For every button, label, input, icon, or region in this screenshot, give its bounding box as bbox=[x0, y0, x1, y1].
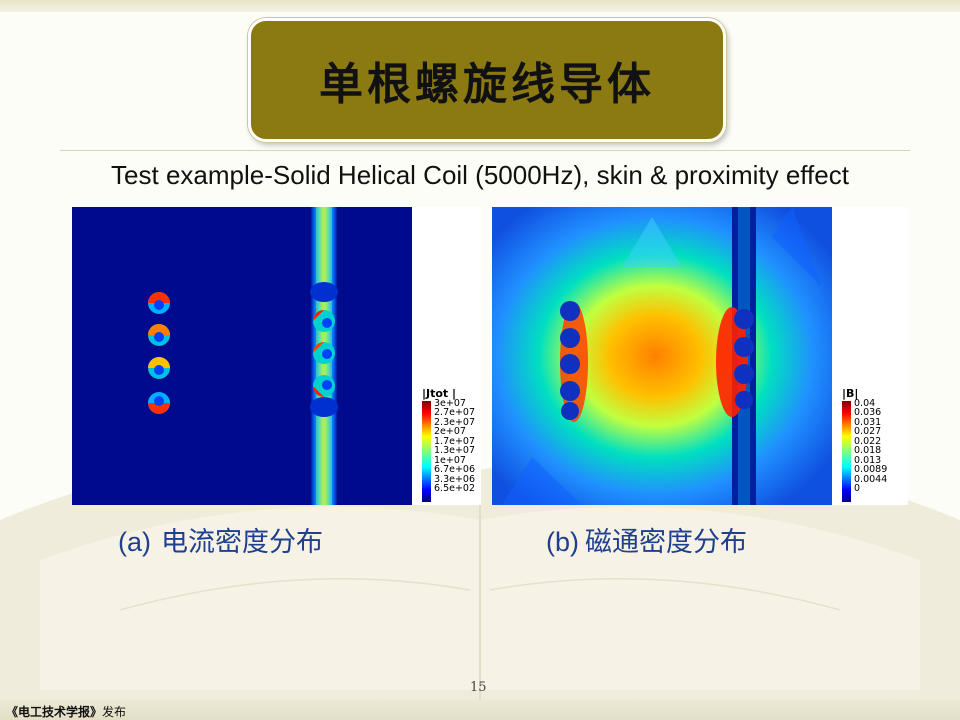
divider bbox=[60, 150, 910, 151]
legend-tick: 1e+07 bbox=[434, 454, 466, 466]
footer-journal: 《电工技术学报》 bbox=[6, 705, 103, 719]
legend-tick: 0.0089 bbox=[854, 464, 888, 476]
current-density-panel: |Jtot | 3e+07 2.7e+07 2.3e+07 2e+07 1.7e… bbox=[72, 207, 481, 505]
legend-tick: 6.7e+06 bbox=[434, 464, 476, 476]
colorbar bbox=[422, 401, 431, 502]
colorbar bbox=[842, 401, 851, 502]
legend-tick: 0.027 bbox=[854, 426, 882, 438]
legend-tick: 0.013 bbox=[854, 454, 882, 466]
coil-cross-sections-right bbox=[734, 309, 754, 409]
current-density-plot bbox=[72, 207, 412, 505]
legend-tick: 2e+07 bbox=[434, 426, 466, 438]
legend-tick: 1.3e+07 bbox=[434, 445, 476, 457]
legend-tick: 0 bbox=[854, 483, 861, 495]
flux-density-panel: |B| 0.04 0.036 0.031 0.027 0.022 0.018 0… bbox=[492, 207, 908, 505]
legend-tick: 6.5e+02 bbox=[434, 483, 476, 495]
legend-tick: 0.0044 bbox=[854, 473, 888, 485]
legend-title: |B| bbox=[842, 387, 859, 400]
footer-suffix: 发布 bbox=[102, 705, 127, 719]
coil-cross-sections-left bbox=[560, 301, 580, 420]
footer-bar: 《电工技术学报》发布 bbox=[0, 700, 960, 720]
top-band bbox=[0, 0, 960, 12]
coil-cross-sections-left bbox=[148, 292, 170, 414]
legend-tick: 2.7e+07 bbox=[434, 407, 476, 419]
slide-subtitle: Test example-Solid Helical Coil (5000Hz)… bbox=[111, 160, 849, 190]
caption-text: 磁通密度分布 bbox=[585, 527, 747, 558]
slide-title: 单根螺旋线导体 bbox=[319, 59, 655, 110]
flux-density-plot bbox=[492, 207, 832, 505]
legend-tick: 0.018 bbox=[854, 445, 882, 457]
legend-tick: 2.3e+07 bbox=[434, 416, 476, 428]
legend-tick: 1.7e+07 bbox=[434, 435, 476, 447]
caption-flux-density: (b) 磁通密度分布 bbox=[546, 520, 747, 559]
legend-tick: 0.036 bbox=[854, 407, 882, 419]
page-number: 15 bbox=[470, 680, 487, 695]
caption-label: (a) bbox=[118, 527, 151, 557]
legend-ticks: 0.04 0.036 0.031 0.027 0.022 0.018 0.013… bbox=[854, 399, 904, 494]
coil-cross-sections-right bbox=[313, 310, 335, 397]
caption-current-density: (a) 电流密度分布 bbox=[118, 520, 323, 559]
caption-text: 电流密度分布 bbox=[161, 527, 323, 558]
legend-tick: 0.031 bbox=[854, 416, 882, 428]
legend-tick: 0.022 bbox=[854, 435, 882, 447]
legend-tick: 3.3e+06 bbox=[434, 473, 476, 485]
legend-tick: 0.04 bbox=[854, 398, 876, 409]
footer-text: 《电工技术学报》发布 bbox=[6, 703, 126, 720]
title-box: 单根螺旋线导体 bbox=[248, 18, 726, 142]
caption-label: (b) bbox=[546, 527, 579, 557]
legend-ticks: 3e+07 2.7e+07 2.3e+07 2e+07 1.7e+07 1.3e… bbox=[434, 399, 484, 494]
legend-tick: 3e+07 bbox=[434, 398, 466, 409]
legend-title: |Jtot | bbox=[422, 387, 457, 400]
